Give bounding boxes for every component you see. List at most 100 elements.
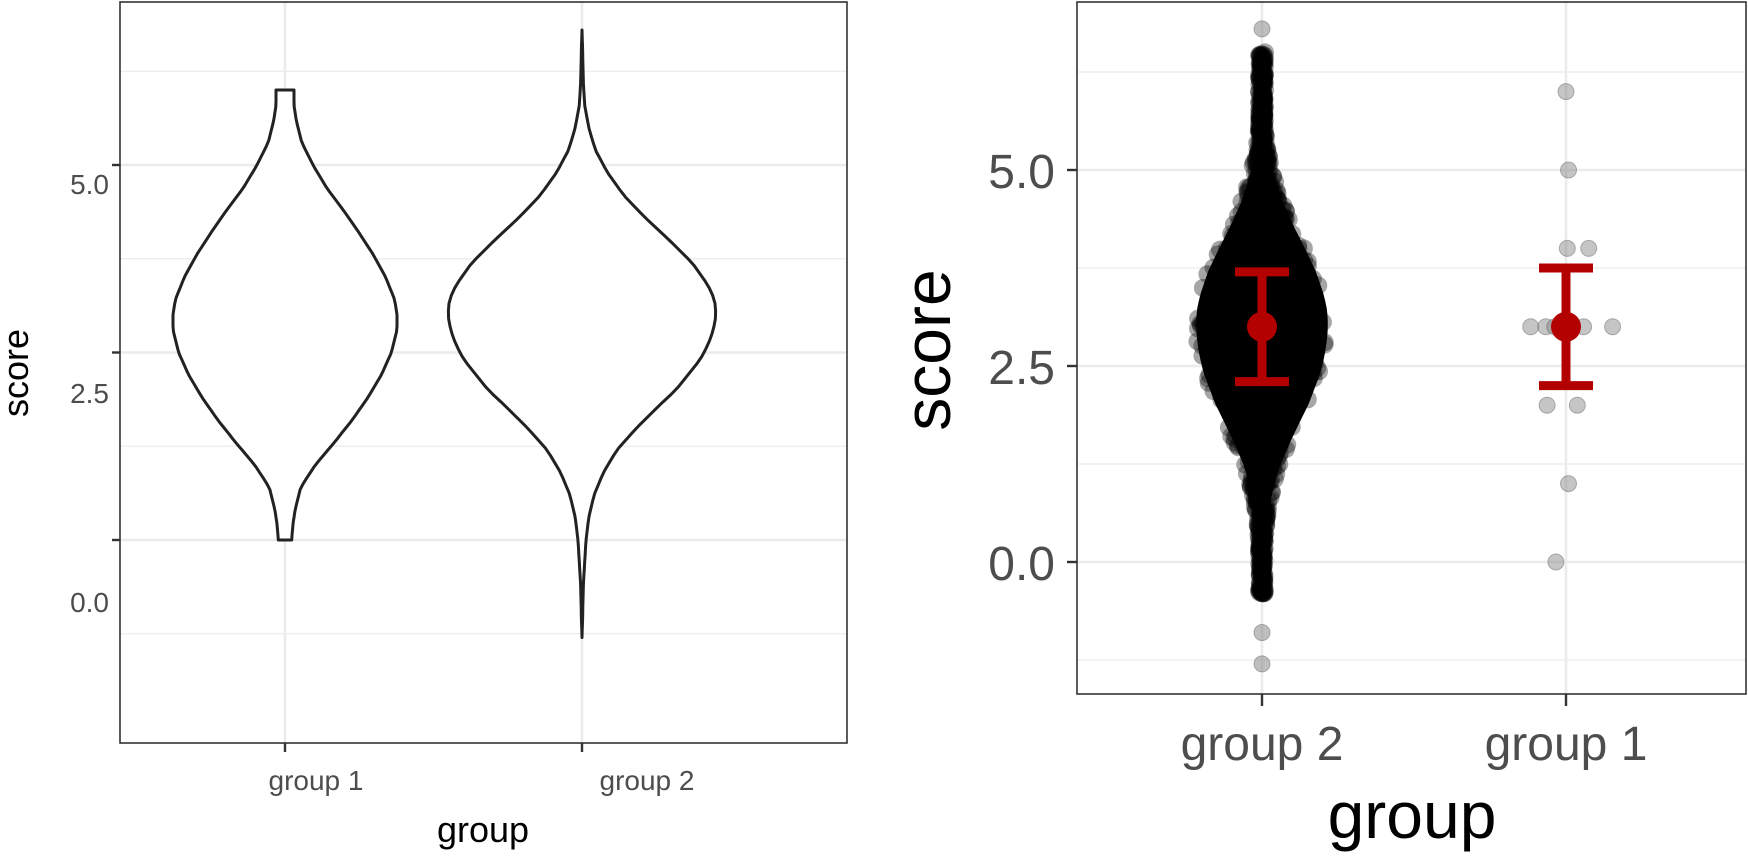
scatter-point bbox=[1255, 67, 1274, 86]
scatter-point bbox=[1254, 543, 1273, 562]
scatter-point bbox=[1252, 59, 1271, 78]
scatter-point bbox=[1252, 76, 1271, 95]
scatter-point bbox=[1254, 556, 1273, 574]
scatter-point bbox=[1251, 581, 1270, 600]
scatter-point bbox=[1255, 581, 1274, 600]
scatter-point bbox=[1254, 85, 1273, 104]
scatter-point bbox=[1254, 549, 1273, 567]
scatter-point bbox=[1250, 46, 1269, 65]
scatter-point-group-1-3 bbox=[1580, 239, 1598, 257]
scatter-point bbox=[1254, 73, 1273, 92]
scatter-point bbox=[1250, 82, 1269, 101]
scatter-point-group-1-0 bbox=[1557, 83, 1575, 101]
violin-y-axis-title: score bbox=[0, 329, 36, 417]
scatter-point bbox=[1251, 578, 1270, 597]
scatter-point bbox=[1255, 75, 1274, 94]
scatter-point-group-1-9 bbox=[1538, 396, 1556, 414]
scatter-point bbox=[1254, 45, 1273, 64]
scatter-point-group-1-8 bbox=[1604, 318, 1622, 336]
scatter-point bbox=[1250, 583, 1269, 602]
scatter-point-group-1-4 bbox=[1522, 318, 1540, 336]
scatter-point bbox=[1254, 550, 1273, 569]
scatter-point bbox=[1254, 90, 1273, 109]
scatter-point-group-1-10 bbox=[1568, 396, 1586, 414]
scatter-point bbox=[1253, 568, 1272, 587]
scatter-point bbox=[1254, 65, 1272, 83]
scatter-point bbox=[1254, 74, 1273, 93]
scatter-xtick-label-0: group 2 bbox=[1181, 718, 1344, 771]
scatter-point bbox=[1255, 55, 1274, 74]
scatter-point bbox=[1250, 46, 1269, 65]
scatter-point bbox=[1250, 580, 1269, 599]
scatter-point-group-1-2 bbox=[1558, 239, 1576, 257]
scatter-point bbox=[1252, 537, 1270, 556]
scatter-point bbox=[1254, 85, 1273, 103]
scatter-point bbox=[1255, 547, 1273, 566]
scatter-point bbox=[1251, 61, 1270, 80]
scatter-point bbox=[1251, 72, 1269, 91]
violin-xtick-label-1: group 2 bbox=[600, 765, 695, 796]
scatter-point bbox=[1254, 556, 1273, 575]
scatter-point bbox=[1255, 567, 1274, 586]
scatter-point bbox=[1254, 546, 1273, 565]
scatter-point bbox=[1253, 552, 1272, 571]
scatter-point bbox=[1254, 51, 1273, 70]
scatter-point bbox=[1253, 584, 1272, 603]
scatter-ytick-label-0: 0.0 bbox=[988, 538, 1055, 591]
scatter-point bbox=[1254, 554, 1273, 573]
scatter-point bbox=[1255, 65, 1274, 84]
scatter-point bbox=[1254, 54, 1273, 73]
scatter-point bbox=[1255, 98, 1274, 117]
scatter-ytick-label-1: 2.5 bbox=[988, 342, 1055, 395]
violin-marks bbox=[171, 28, 718, 639]
scatter-point bbox=[1252, 62, 1271, 81]
scatter-point bbox=[1252, 544, 1271, 563]
scatter-point bbox=[1253, 540, 1272, 559]
scatter-point bbox=[1255, 97, 1274, 115]
scatter-point bbox=[1251, 541, 1270, 560]
scatter-point bbox=[1251, 542, 1270, 561]
scatter-point bbox=[1251, 538, 1270, 557]
scatter-point bbox=[1251, 53, 1270, 71]
scatter-point bbox=[1255, 57, 1274, 76]
scatter-point bbox=[1252, 83, 1271, 102]
scatter-point bbox=[1251, 560, 1270, 579]
scatter-point bbox=[1251, 87, 1270, 106]
scatter-point bbox=[1255, 102, 1274, 121]
scatter-x-axis-title: group bbox=[1328, 778, 1497, 852]
scatter-point bbox=[1250, 582, 1268, 601]
scatter-point bbox=[1254, 98, 1273, 117]
scatter-point bbox=[1255, 91, 1274, 109]
violin-group-1 bbox=[171, 88, 399, 542]
scatter-point bbox=[1255, 576, 1273, 595]
scatter-point bbox=[1251, 56, 1270, 75]
scatter-point bbox=[1251, 561, 1270, 580]
scatter-chart: 0.0 2.5 5.0 group 2 group 1 group score bbox=[890, 1, 1747, 852]
scatter-point bbox=[1253, 576, 1272, 595]
scatter-point bbox=[1253, 82, 1272, 101]
scatter-point bbox=[1250, 92, 1269, 111]
scatter-point bbox=[1254, 558, 1273, 577]
scatter-point bbox=[1251, 566, 1269, 585]
scatter-xtick-label-1: group 1 bbox=[1485, 718, 1648, 771]
scatter-point bbox=[1251, 555, 1270, 574]
scatter-point bbox=[1252, 584, 1271, 603]
scatter-point bbox=[1253, 77, 1272, 96]
scatter-point bbox=[1250, 548, 1269, 567]
scatter-point bbox=[1251, 48, 1270, 67]
scatter-axis-ticks bbox=[1067, 168, 1568, 706]
scatter-point bbox=[1253, 584, 1272, 603]
violin-ytick-label-0: 0.0 bbox=[70, 587, 109, 618]
scatter-point bbox=[1253, 583, 1272, 602]
scatter-point bbox=[1251, 53, 1270, 72]
scatter-point bbox=[1251, 47, 1270, 65]
scatter-point bbox=[1250, 578, 1269, 597]
scatter-point bbox=[1250, 104, 1269, 123]
scatter-point bbox=[1252, 56, 1271, 75]
scatter-point bbox=[1254, 76, 1273, 95]
mean-point-group-2 bbox=[1247, 311, 1277, 342]
mean-point-group-1 bbox=[1551, 311, 1581, 342]
scatter-point bbox=[1254, 85, 1273, 104]
scatter-point bbox=[1254, 89, 1273, 108]
scatter-point bbox=[1255, 551, 1274, 570]
